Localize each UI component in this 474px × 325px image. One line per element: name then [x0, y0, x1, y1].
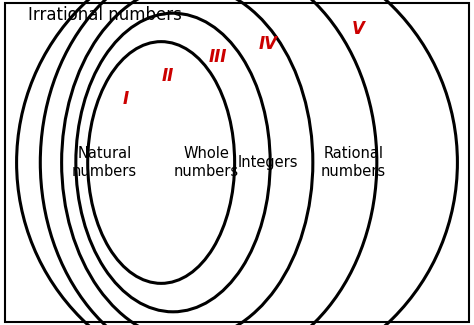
Text: III: III: [209, 48, 227, 66]
Text: I: I: [123, 90, 128, 108]
Text: Rational
numbers: Rational numbers: [320, 146, 386, 179]
Text: II: II: [162, 67, 174, 85]
Text: Natural
numbers: Natural numbers: [72, 146, 137, 179]
Text: Irrational numbers: Irrational numbers: [28, 6, 182, 24]
Text: Integers: Integers: [237, 155, 298, 170]
Text: V: V: [351, 20, 365, 38]
Text: IV: IV: [258, 35, 277, 53]
Text: Whole
numbers: Whole numbers: [173, 146, 239, 179]
